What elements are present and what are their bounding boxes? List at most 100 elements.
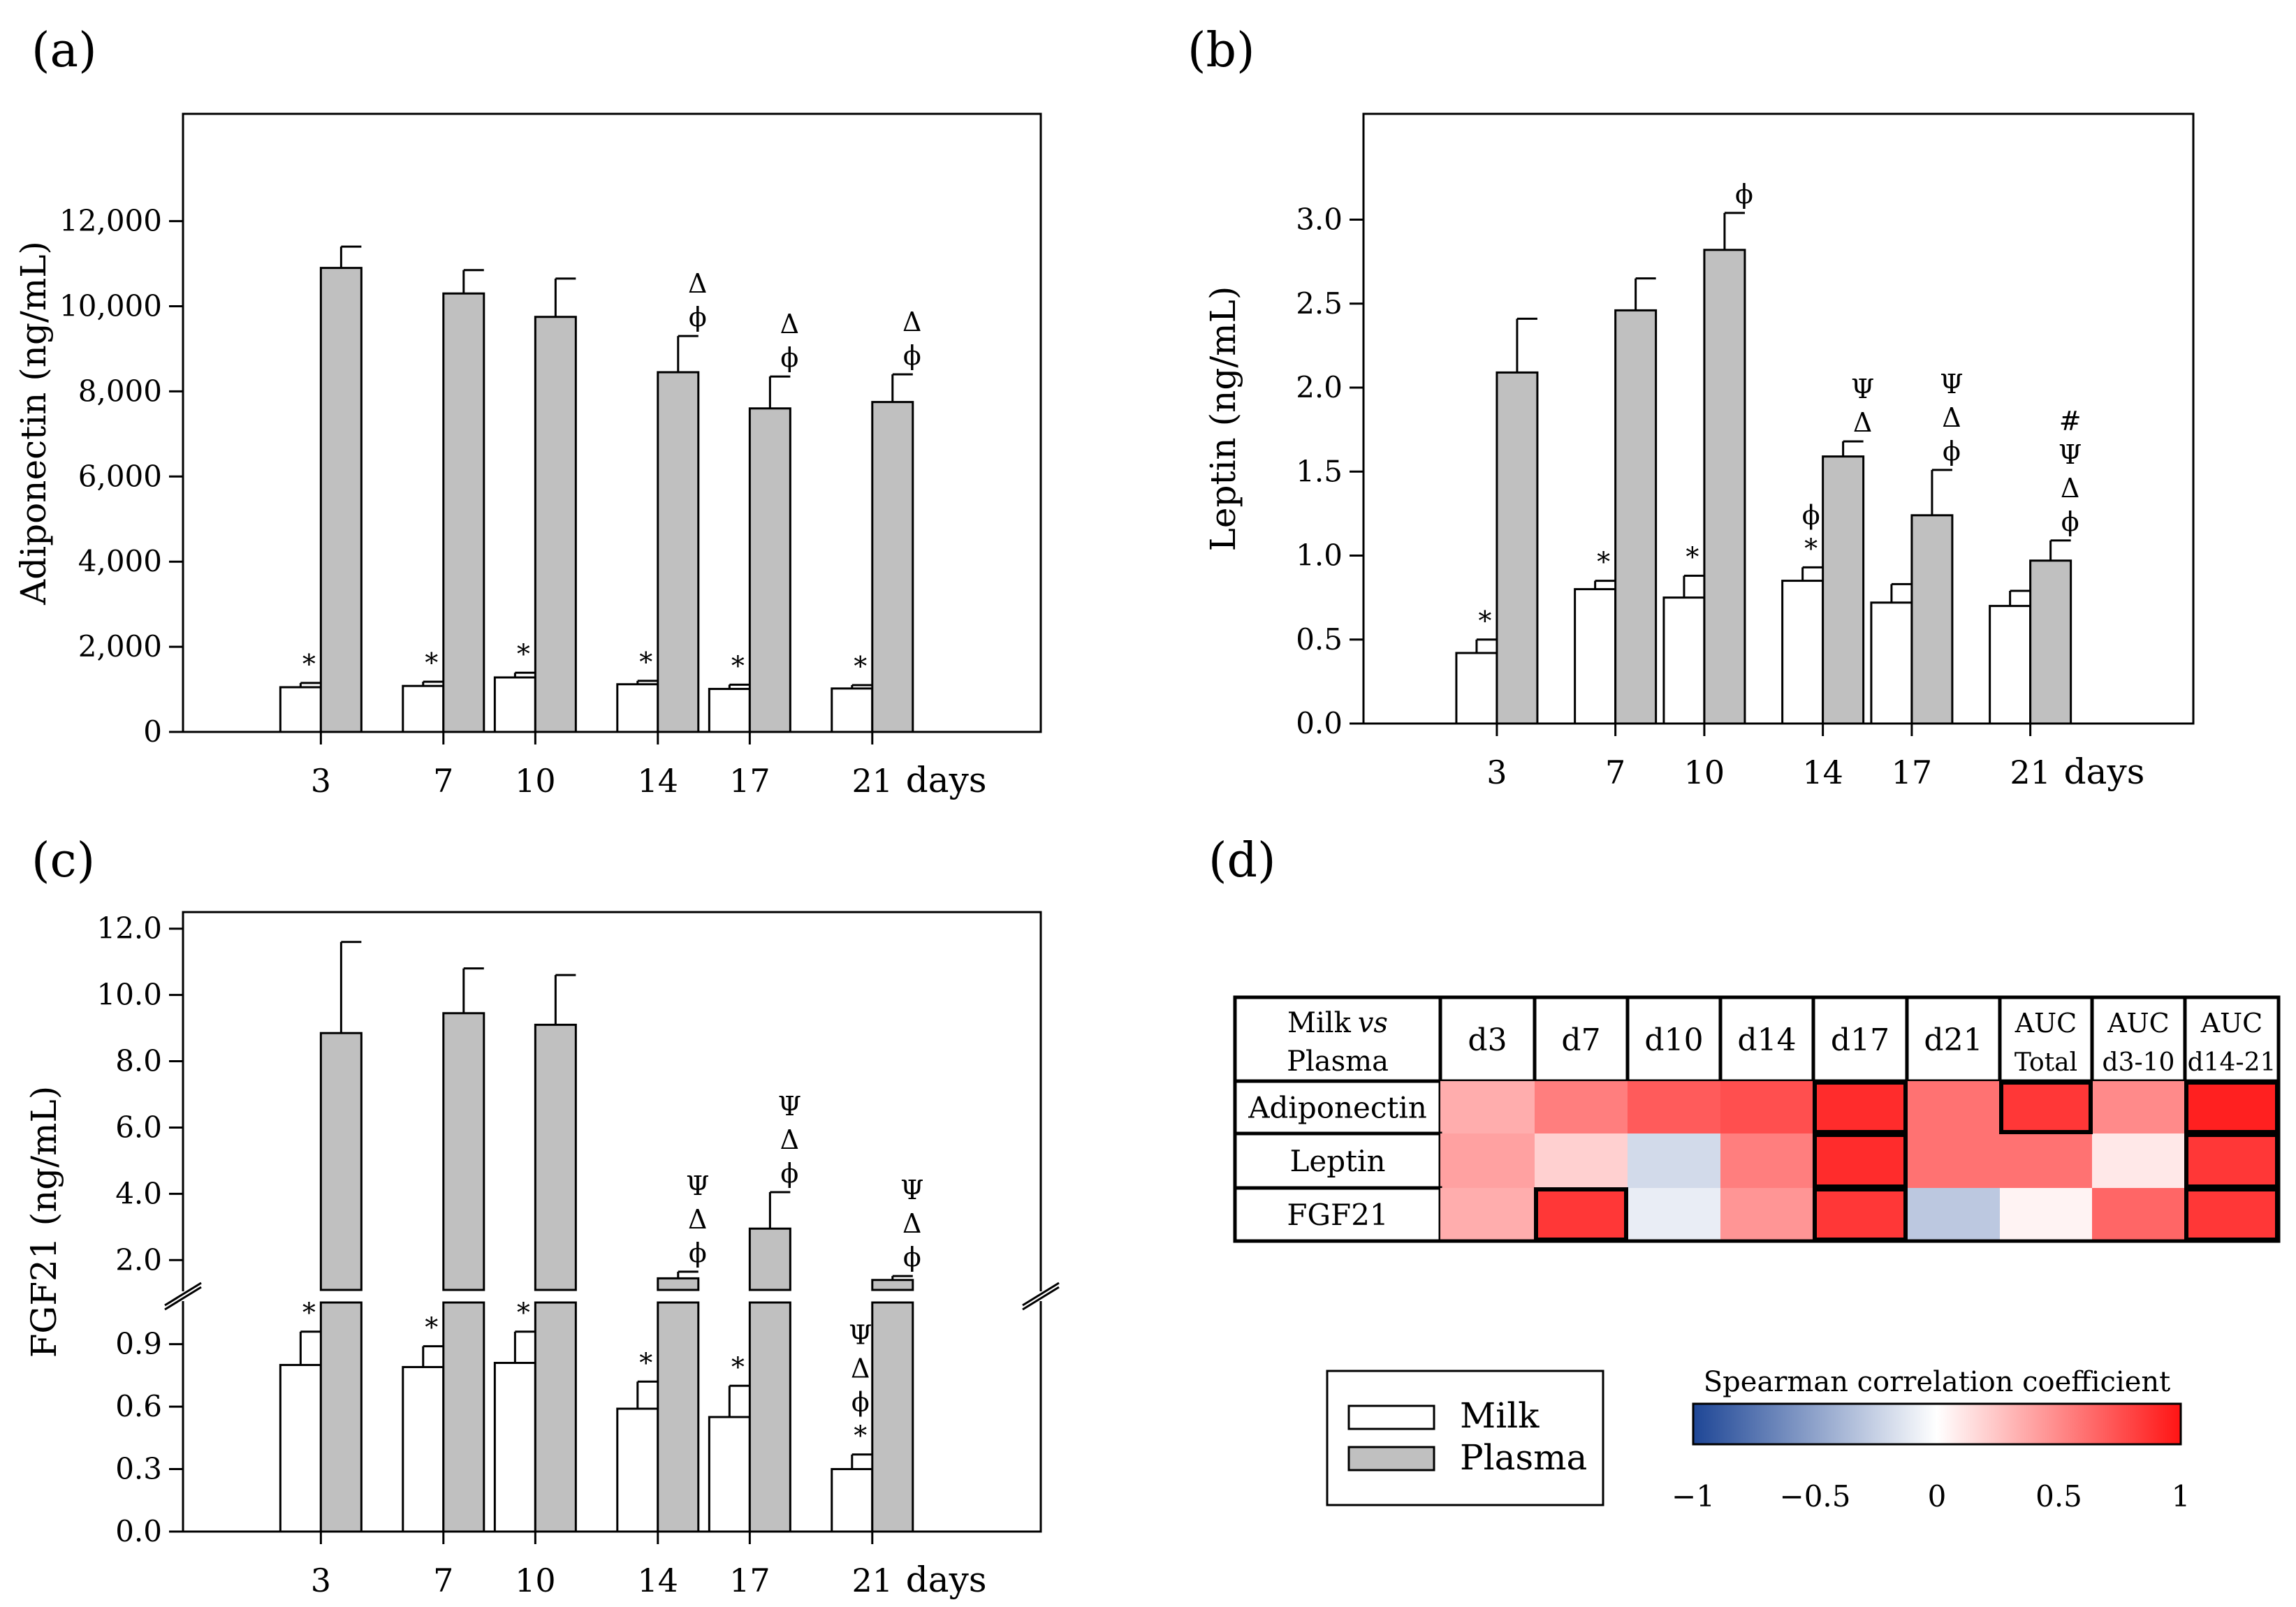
plot-frame [182,112,1042,733]
milk-bar [1989,605,2032,725]
significance-mark: ϕ [903,1242,921,1272]
significance-mark: * [425,1312,438,1343]
plasma-bar [442,1012,485,1291]
significance-mark: Ψ [778,1091,801,1122]
y-axis-label: FGF21 (ng/mL) [24,1086,64,1358]
significance-mark: * [731,650,745,681]
significant-cell-border [1813,1187,1908,1242]
significant-cell-border [2184,1133,2279,1189]
plasma-bar [442,292,485,733]
heatmap-cell [1720,1188,1813,1241]
significance-mark: * [1478,606,1491,636]
y-tick-label: 10,000 [59,288,162,323]
significance-mark: * [302,649,316,680]
significance-mark: Ψ [1940,369,1963,399]
y-tick-label: 4.0 [115,1176,162,1210]
plasma-bar [319,1032,363,1291]
significant-cell-border [2184,1187,2279,1242]
significance-mark: ϕ [780,342,798,373]
x-tick-label: 21 [2010,754,2051,791]
significance-mark: Δ [780,1124,799,1155]
significance-mark: ϕ [1943,436,1961,467]
significance-mark: Δ [780,309,799,339]
heatmap-cell [1720,1081,1813,1133]
significance-mark: Δ [902,1208,921,1239]
milk-bar [1870,601,1913,725]
column-label: d3 [1468,1022,1507,1058]
milk-bar [279,1363,322,1533]
plasma-bar [534,1023,577,1291]
legend-label-milk: Milk [1460,1395,1540,1436]
significant-cell-border [1813,1133,1908,1189]
x-tick-label: 10 [515,1562,556,1599]
colorbar-tick-label: 1 [2172,1479,2191,1513]
colorbar-tick-label: 0 [1928,1479,1947,1513]
heatmap-cell [1628,1081,1720,1133]
y-tick-label: 0.0 [115,1514,162,1548]
panel-1-group: (b) 0.0 0.5 1.0 1.5 2.0 2.5 3.0 Leptin (ng/mL) 3 7… [1187,23,2195,792]
heatmap-header-cell [1905,995,2002,1083]
plasma-bar-lower [748,1301,791,1533]
x-unit-label: days [2064,751,2145,792]
heatmap-cell [2000,1133,2092,1188]
plasma-bar [657,1277,700,1291]
milk-bar [708,1416,751,1533]
significance-mark: Ψ [849,1320,872,1351]
column-label: d17 [1831,1022,1889,1058]
significance-mark: Ψ [2059,439,2082,470]
axis-break-mark [1022,1286,1060,1311]
axis-break-mark [164,1282,202,1307]
x-tick-label: 14 [638,762,679,800]
axis-break-mark [1022,1282,1060,1307]
y-tick-label: 1.0 [1296,538,1343,573]
column-label: d21 [1924,1022,1982,1058]
panel-label: (c) [31,833,95,888]
significance-mark: * [517,638,530,669]
panel-2-group: (c) 0.0 0.3 0.6 0.9 2.0 4.0 6.0 8.0 10.0 12.0 FGF21… [24,833,1060,1600]
legend-frame [1326,1370,1604,1506]
milk-bar [493,1361,536,1533]
corner-label: Milk vs [1287,1007,1388,1039]
colorbar [1692,1402,2182,1446]
milk-bar [402,684,445,733]
significant-cell-border [1813,1080,1908,1134]
heatmap-cell [1907,1133,2000,1188]
y-tick-label: 1.5 [1296,454,1343,488]
heatmap-cell [1813,1133,1907,1188]
colorbar-title: Spearman correlation coefficient [1704,1366,2170,1398]
heatmap-cell [1535,1188,1628,1241]
y-tick-label: 2.0 [1296,370,1343,404]
plasma-bar [1822,455,1865,725]
heatmap-cell [1440,1133,1535,1188]
plasma-bar [1496,371,1539,725]
significance-mark: Δ [1853,407,1872,438]
x-tick-label: 3 [311,1562,331,1599]
milk-bar [831,1468,874,1533]
heatmap-cell [1628,1133,1720,1188]
y-tick-label: 0.5 [1296,622,1343,656]
heatmap-cell [1440,1188,1535,1241]
significance-mark: Δ [688,268,707,299]
heatmap-cell [1628,1188,1720,1241]
significance-mark: Δ [2061,473,2079,504]
significance-mark: * [639,1347,652,1378]
x-tick-label: 7 [1605,754,1625,791]
x-tick-label: 17 [729,762,770,800]
heatmap-cell [1720,1133,1813,1188]
panel-label: (a) [31,23,97,78]
row-label: FGF21 [1287,1198,1388,1232]
significance-mark: Ψ [1851,374,1874,404]
significant-cell-border [1999,1080,2093,1134]
panel-label: (b) [1187,23,1255,78]
significance-mark: ϕ [851,1387,870,1418]
x-tick-label: 3 [311,762,331,800]
plasma-bar [657,371,700,733]
plot-frame [182,911,1042,1533]
y-axis-label: Adiponectin (ng/mL) [13,241,54,606]
column-label: Total [2015,1048,2077,1077]
x-tick-label: 14 [638,1562,679,1599]
x-tick-label: 10 [515,762,556,800]
heatmap-cell [1907,1188,2000,1241]
